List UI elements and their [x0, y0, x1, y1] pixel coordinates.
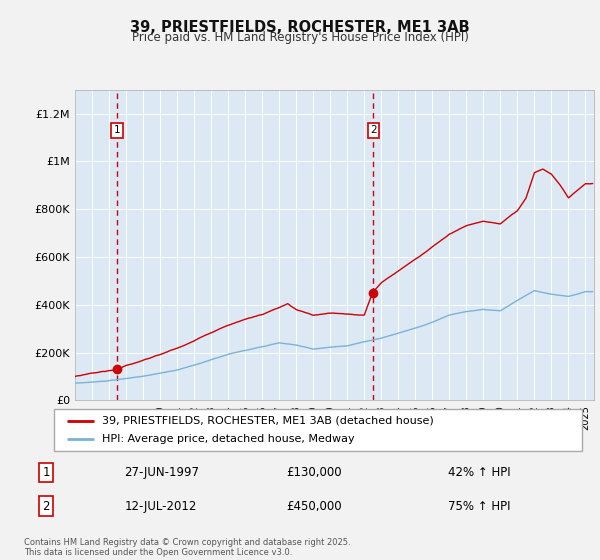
Text: £450,000: £450,000	[286, 500, 342, 512]
Text: 2: 2	[370, 125, 377, 136]
Text: 39, PRIESTFIELDS, ROCHESTER, ME1 3AB: 39, PRIESTFIELDS, ROCHESTER, ME1 3AB	[130, 20, 470, 35]
Text: 42% ↑ HPI: 42% ↑ HPI	[448, 466, 511, 479]
Text: 1: 1	[114, 125, 121, 136]
Text: HPI: Average price, detached house, Medway: HPI: Average price, detached house, Medw…	[101, 434, 354, 444]
Text: Price paid vs. HM Land Registry's House Price Index (HPI): Price paid vs. HM Land Registry's House …	[131, 31, 469, 44]
Text: 27-JUN-1997: 27-JUN-1997	[124, 466, 199, 479]
Text: Contains HM Land Registry data © Crown copyright and database right 2025.
This d: Contains HM Land Registry data © Crown c…	[24, 538, 350, 557]
Text: 75% ↑ HPI: 75% ↑ HPI	[448, 500, 511, 512]
Text: 2: 2	[43, 500, 50, 512]
Text: 1: 1	[43, 466, 50, 479]
Text: £130,000: £130,000	[286, 466, 342, 479]
Text: 39, PRIESTFIELDS, ROCHESTER, ME1 3AB (detached house): 39, PRIESTFIELDS, ROCHESTER, ME1 3AB (de…	[101, 416, 433, 426]
Text: 12-JUL-2012: 12-JUL-2012	[124, 500, 197, 512]
